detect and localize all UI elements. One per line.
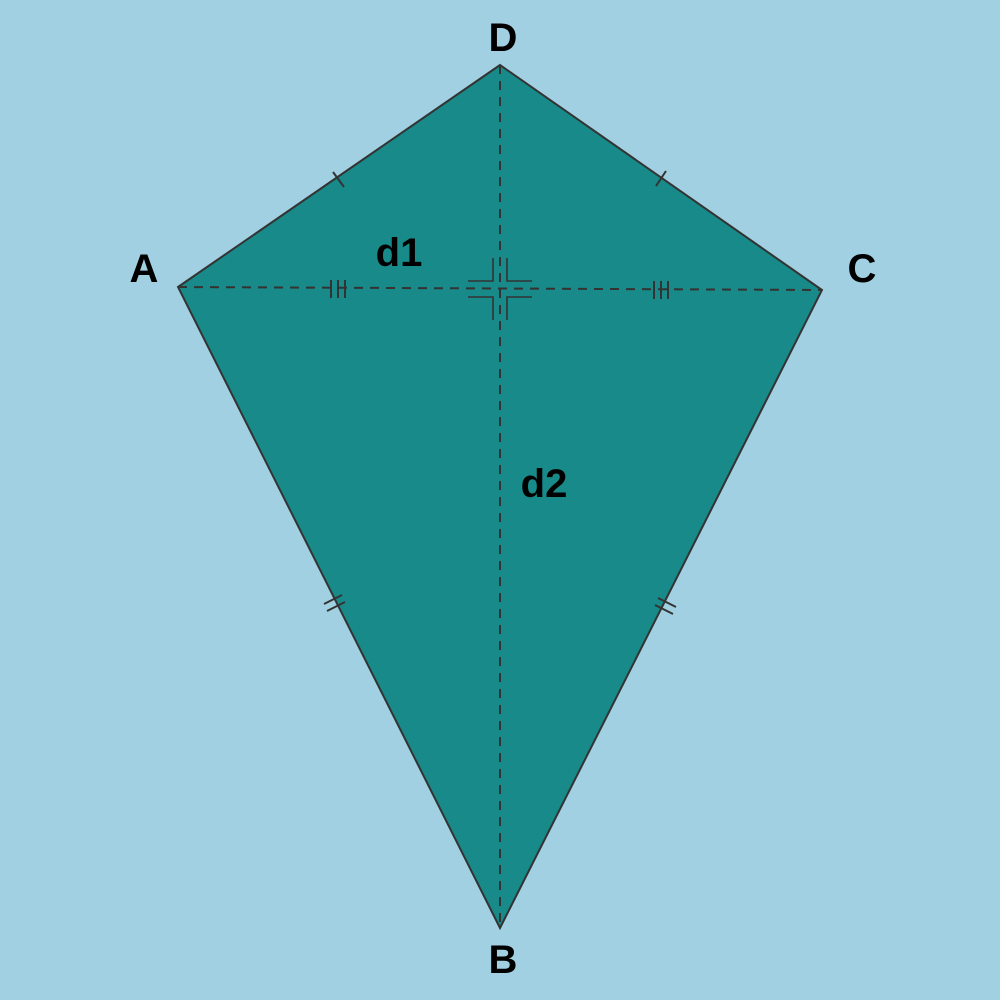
diagonal-d1-label: d1 xyxy=(376,231,423,275)
diagonal-d2-label: d2 xyxy=(521,462,568,506)
vertex-label-a: A xyxy=(130,247,159,291)
tick-marks-triple xyxy=(330,280,669,299)
vertex-label-d: D xyxy=(489,16,518,60)
tick-marks-single xyxy=(332,170,667,188)
tick-marks-double xyxy=(323,594,677,615)
vertex-label-b: B xyxy=(489,938,518,982)
vertex-label-c: C xyxy=(848,247,877,291)
diagonal-d1-line xyxy=(177,286,823,291)
right-angle-marks xyxy=(468,258,532,320)
